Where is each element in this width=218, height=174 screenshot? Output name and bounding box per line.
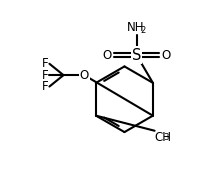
Text: S: S [132,48,141,62]
Text: F: F [42,80,49,93]
Text: 3: 3 [163,133,169,143]
Text: F: F [42,57,49,70]
Text: O: O [80,69,89,82]
Text: O: O [102,49,112,62]
Text: O: O [161,49,170,62]
Text: 2: 2 [140,26,146,35]
Text: F: F [41,69,48,82]
Text: CH: CH [155,131,172,144]
Text: NH: NH [127,21,145,34]
